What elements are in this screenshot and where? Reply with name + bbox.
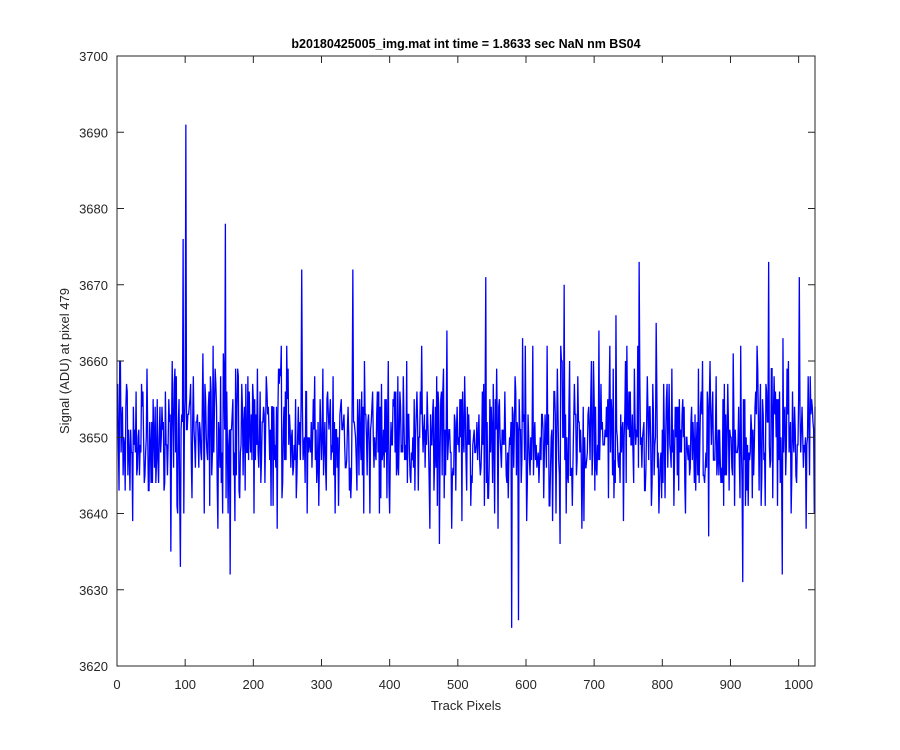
y-tick-label: 3640 (79, 507, 108, 522)
x-tick-label: 200 (242, 677, 264, 692)
y-tick-label: 3630 (79, 583, 108, 598)
y-tick-label: 3700 (79, 49, 108, 64)
chart-title: b20180425005_img.mat int time = 1.8633 s… (291, 37, 640, 51)
x-tick-label: 800 (651, 677, 673, 692)
y-tick-label: 3670 (79, 278, 108, 293)
y-tick-label: 3660 (79, 354, 108, 369)
y-tick-label: 3620 (79, 659, 108, 674)
y-axis-ticks: 3620 3630 3640 3650 3660 3670 3680 3690 3700 (79, 49, 815, 674)
x-axis-ticks: 0 100 200 300 400 500 600 700 800 900 1000 (113, 56, 813, 692)
x-tick-label: 1000 (784, 677, 813, 692)
x-axis-label: Track Pixels (431, 698, 502, 713)
x-tick-label: 600 (515, 677, 537, 692)
x-tick-label: 0 (113, 677, 120, 692)
x-tick-label: 500 (447, 677, 469, 692)
y-tick-label: 3680 (79, 202, 108, 217)
y-axis-label: Signal (ADU) at pixel 479 (57, 288, 72, 434)
x-tick-label: 100 (174, 677, 196, 692)
x-tick-label: 700 (583, 677, 605, 692)
data-layer (117, 124, 816, 628)
y-tick-label: 3690 (79, 125, 108, 140)
y-tick-label: 3650 (79, 430, 108, 445)
x-tick-label: 900 (720, 677, 742, 692)
series-line (117, 124, 816, 628)
x-tick-label: 400 (379, 677, 401, 692)
plot-area (117, 56, 815, 666)
x-tick-label: 300 (311, 677, 333, 692)
